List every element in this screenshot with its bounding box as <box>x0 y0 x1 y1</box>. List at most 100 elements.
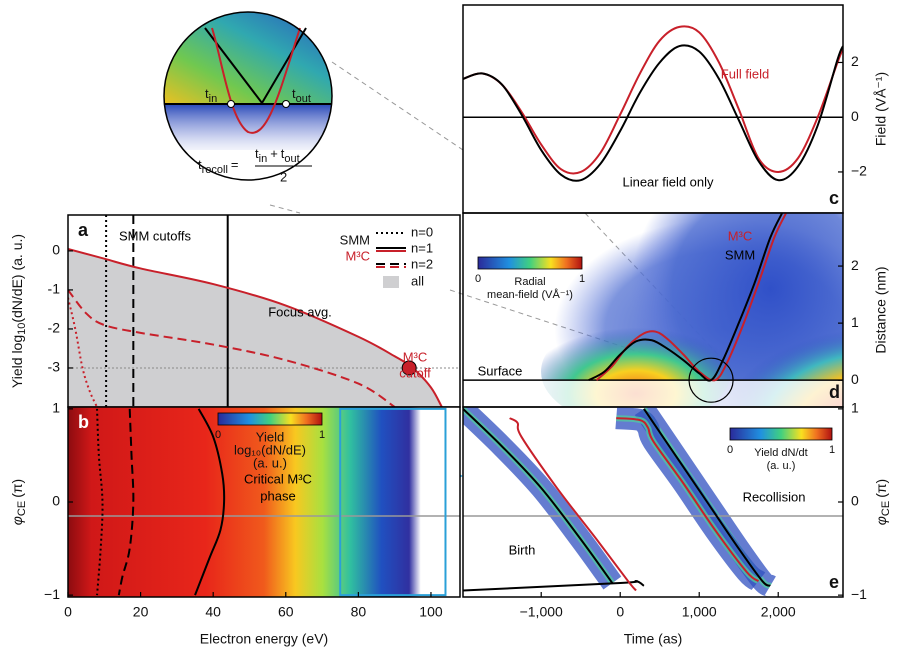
series-label: M³C <box>728 228 753 243</box>
y-tick-label: 0 <box>851 493 859 509</box>
connector <box>331 61 464 151</box>
curve <box>463 580 645 592</box>
y-tick-label: 0 <box>851 371 859 387</box>
x-axis-label: Electron energy (eV) <box>200 631 328 647</box>
annotation: Recollision <box>743 489 806 504</box>
annotation: Surface <box>478 363 523 378</box>
x-tick-label: 80 <box>351 604 367 620</box>
series-label: SMM <box>725 247 755 262</box>
inset-tin: tin <box>205 86 217 104</box>
y-tick-label: 1 <box>851 400 859 416</box>
colorbar <box>729 427 833 441</box>
inset-border <box>163 11 333 181</box>
unit: (π) <box>9 479 25 498</box>
sub: CE <box>16 501 28 516</box>
colorbar <box>477 256 583 270</box>
x-tick-label: 40 <box>205 604 221 620</box>
curve <box>588 213 784 382</box>
area <box>68 248 442 407</box>
colorbar-label: Yield dN/dt <box>754 447 807 459</box>
y-tick-label: -2 <box>48 320 61 336</box>
inset-m3c <box>211 27 301 134</box>
y-axis-label: φCE (π) <box>873 479 892 525</box>
x-tick-label: 100 <box>419 604 443 620</box>
y-tick-label: 2 <box>851 53 859 69</box>
curve <box>68 247 443 407</box>
text: Yield log <box>9 335 25 388</box>
recollision-circle <box>688 357 734 403</box>
annotation: SMM cutoffs <box>119 228 192 243</box>
symbol: φ <box>873 516 889 525</box>
inset-tout: tout <box>292 86 311 104</box>
legend-model: SMM <box>340 232 370 247</box>
legend-label: n=1 <box>411 240 433 255</box>
annotation: phase <box>260 488 295 503</box>
y-axis-label: Yield log10(dN/dE) (a. u.) <box>9 234 28 388</box>
curve <box>509 417 637 592</box>
colorbar-label: Radial <box>514 276 545 288</box>
colorbar-label: Yield <box>256 429 284 444</box>
inset-formula-lhs: trecoll = <box>198 157 239 175</box>
curve <box>194 408 226 596</box>
x-tick-label: 0 <box>616 604 624 620</box>
x-tick-label: 0 <box>64 604 72 620</box>
y-axis-label: φCE (π) <box>9 479 28 525</box>
x-tick-label: 2,000 <box>761 604 796 620</box>
colorbar-label: log₁₀(dN/dE) <box>234 442 306 457</box>
colorbar <box>217 412 323 426</box>
x-tick-label: 1,000 <box>682 604 717 620</box>
colorbar-label: (a. u.) <box>767 460 796 472</box>
annotation: Critical M³C <box>244 471 312 486</box>
y-tick-label: 1 <box>851 314 859 330</box>
zoom-box <box>339 407 447 597</box>
yield-band <box>463 407 622 590</box>
panel-c <box>463 25 843 182</box>
legend-swatch <box>383 276 399 288</box>
panel-label: d <box>829 382 840 402</box>
annotation: Birth <box>509 542 536 557</box>
inset-tout-dot <box>282 100 290 108</box>
panel-label: c <box>829 188 839 208</box>
colorbar-tick-label: 1 <box>319 429 325 441</box>
y-tick-label: 0 <box>851 108 859 124</box>
y-tick-label: −2 <box>851 163 867 179</box>
below-surface <box>463 380 843 407</box>
curve <box>616 417 760 583</box>
panel-b <box>68 407 460 597</box>
inset: tin tout trecoll = tin + tout 2 <box>163 11 333 184</box>
annotation: M³C <box>403 349 428 364</box>
legend-model: M³C <box>345 248 370 263</box>
y-tick-label: 0 <box>52 242 60 258</box>
x-tick-label: 60 <box>278 604 294 620</box>
colorbar-tick-label: 0 <box>727 444 733 456</box>
colorbar-tick-label: 0 <box>475 273 481 285</box>
series-label: Full field <box>721 66 769 81</box>
panel-label: a <box>78 220 89 240</box>
panel-label: e <box>829 572 839 592</box>
y-tick-label: 2 <box>851 257 859 273</box>
panel-d <box>463 213 843 407</box>
x-axis-label: Time (as) <box>624 631 683 647</box>
inset-bg <box>164 150 332 180</box>
y-tick-label: −1 <box>851 586 867 602</box>
cutoff-marker <box>401 360 417 376</box>
curve <box>68 297 98 407</box>
connector <box>269 204 301 214</box>
inset-formula-num: tin + tout <box>255 146 300 164</box>
colorbar-label: mean-field (VÅ⁻¹) <box>487 288 573 301</box>
colorbar-tick-label: 1 <box>579 273 585 285</box>
panel-a <box>68 215 460 407</box>
series-label: Linear field only <box>622 174 714 189</box>
x-tick-label: 20 <box>133 604 149 620</box>
legend-label: n=0 <box>411 224 433 239</box>
colorbar-label: (a. u.) <box>253 455 287 470</box>
y-tick-label: −1 <box>44 586 60 602</box>
panel-label: b <box>78 412 89 432</box>
x-tick-label: −1,000 <box>520 604 563 620</box>
colorbar-tick-label: 0 <box>215 429 221 441</box>
inset-formula-den: 2 <box>280 169 287 184</box>
y-axis-label: Field (VÅ⁻¹) <box>873 72 889 146</box>
rest: (dN/dE) (a. u.) <box>9 234 25 323</box>
y-axis-label: Distance (nm) <box>873 266 889 353</box>
